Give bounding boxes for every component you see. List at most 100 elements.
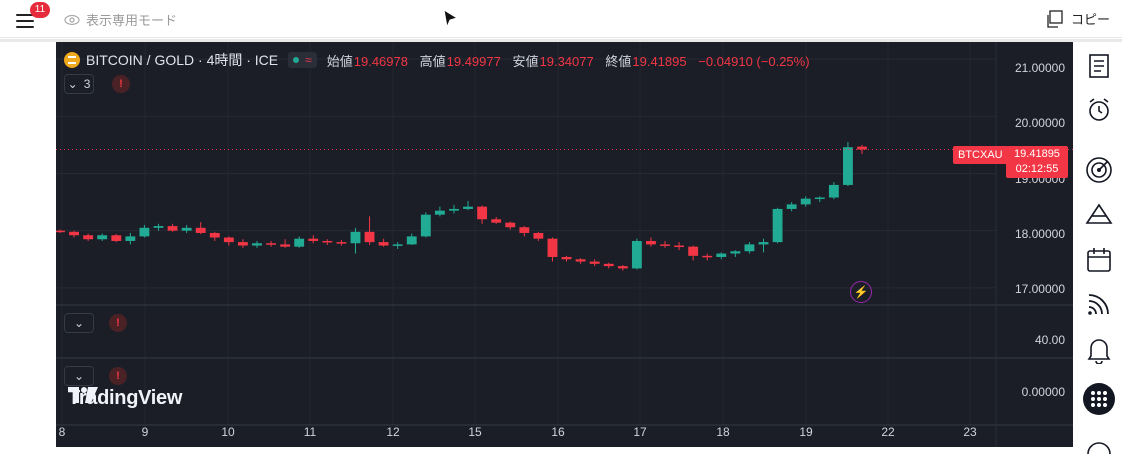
candle-body — [758, 242, 769, 245]
pane-collapse-button[interactable]: ⌄ — [64, 366, 94, 386]
watermark-text: TradingView — [68, 387, 183, 409]
low-label: 安値 — [512, 53, 539, 69]
candle-body — [688, 246, 699, 256]
candle-body — [589, 261, 600, 264]
candle-body — [364, 231, 375, 243]
candle-body — [843, 147, 853, 185]
copy-label: コピー — [1070, 12, 1110, 27]
view-mode-label: 表示専用モード — [86, 13, 178, 28]
copy-button[interactable]: コピー — [1045, 9, 1110, 28]
candle-body — [167, 226, 178, 231]
warning-icon[interactable]: ! — [109, 314, 127, 332]
candle-body — [97, 235, 108, 240]
notifications-button[interactable] — [1085, 336, 1113, 364]
broadcast-icon — [1088, 294, 1109, 315]
chart-area[interactable]: BITCOIN / GOLD · 4時間 · ICE ≈ 始値19.46978 … — [56, 42, 1073, 447]
open-label: 始値 — [326, 53, 353, 69]
market-status[interactable]: ≈ — [288, 52, 317, 68]
candle-body — [69, 231, 79, 236]
ideas-button[interactable] — [1085, 202, 1113, 230]
copy-icon — [1047, 9, 1063, 28]
candle-body — [800, 198, 811, 205]
candle-body — [660, 244, 670, 246]
view-only-mode-indicator: 表示専用モード — [64, 10, 177, 29]
chart-header: BITCOIN / GOLD · 4時間 · ICE ≈ 始値19.46978 … — [64, 50, 810, 70]
x-tick-label: 10 — [221, 425, 235, 439]
candle-body — [519, 227, 530, 233]
last-price: 19.41895 — [1014, 148, 1060, 160]
candle-body — [561, 256, 572, 260]
candle-body — [674, 245, 685, 248]
x-tick-label: 22 — [881, 425, 895, 439]
candle-body — [434, 210, 445, 215]
bell-icon — [1087, 339, 1111, 364]
candle-body — [744, 244, 755, 252]
chevron-down-icon: ⌄ — [73, 369, 85, 383]
candle-body — [266, 243, 276, 245]
lightning-icon[interactable]: ⚡ — [850, 281, 872, 303]
candle-body — [336, 242, 347, 244]
candle-body — [83, 235, 94, 240]
candle-body — [814, 197, 825, 200]
symbol-title[interactable]: BITCOIN / GOLD · 4時間 · ICE — [86, 52, 279, 68]
candle-body — [181, 227, 192, 231]
candle-body — [237, 242, 248, 246]
chevron-down-icon: ⌄ — [73, 316, 85, 330]
candle-body — [294, 238, 305, 247]
warning-icon[interactable]: ! — [112, 75, 130, 93]
divider — [0, 39, 1122, 42]
calendar-button[interactable] — [1085, 246, 1113, 274]
watchlist-icon — [1089, 54, 1109, 78]
indicators-toggle[interactable]: ⌄ 3 — [64, 74, 94, 94]
candle-body — [322, 240, 333, 243]
close-label: 終値 — [605, 53, 632, 69]
y-tick-label: 0.00000 — [1021, 385, 1065, 399]
ohlc-values: 始値19.46978 高値19.49977 安値19.34077 終値19.41… — [327, 51, 810, 70]
candle-body — [716, 253, 727, 257]
candle-body — [491, 219, 502, 223]
more-apps-button[interactable] — [1083, 383, 1115, 415]
target-icon — [1086, 157, 1112, 183]
x-tick-label: 16 — [551, 425, 565, 439]
alarm-clock-icon — [1089, 98, 1109, 121]
y-tick-label: 20.00000 — [1014, 116, 1065, 130]
watchlist-button[interactable] — [1085, 52, 1113, 80]
candle-body — [308, 238, 319, 241]
indicator-count: 3 — [83, 77, 91, 91]
candle-body — [828, 184, 839, 198]
alerts-button[interactable] — [1085, 96, 1113, 124]
low-value: 19.34077 — [539, 53, 594, 69]
candle-body — [617, 266, 628, 269]
candle-body — [195, 227, 206, 233]
warning-icon[interactable]: ! — [109, 367, 127, 385]
layers-icon — [1085, 203, 1113, 224]
candle-body — [547, 238, 558, 257]
candle-body — [449, 208, 459, 211]
candle-body — [350, 231, 361, 244]
grid-dots-icon — [1091, 391, 1107, 407]
candle-body — [730, 251, 741, 254]
x-tick-label: 15 — [468, 425, 482, 439]
candle-body — [56, 230, 65, 233]
market-open-icon — [293, 57, 300, 63]
candlestick-chart[interactable] — [56, 42, 1073, 447]
calendar-icon — [1087, 248, 1111, 272]
pane-collapse-button[interactable]: ⌄ — [64, 313, 94, 333]
help-button[interactable] — [1085, 434, 1113, 462]
candle-body — [406, 236, 417, 245]
hotlists-button[interactable] — [1085, 156, 1113, 184]
news-button[interactable] — [1085, 290, 1113, 318]
help-icon — [1087, 442, 1111, 455]
candle-body — [646, 240, 656, 245]
x-tick-label: 23 — [963, 425, 977, 439]
menu-icon — [16, 14, 34, 16]
last-price-tag: 19.41895 02:12:55 — [1006, 146, 1068, 178]
high-label: 高値 — [419, 53, 446, 69]
menu-button[interactable] — [14, 8, 40, 30]
candle-body — [857, 146, 867, 150]
menu-icon-bar — [16, 26, 34, 28]
candle-body — [772, 208, 783, 243]
tradingview-logo[interactable]: TradingView — [68, 387, 182, 410]
change-value: −0.04910 (−0.25%) — [698, 53, 810, 69]
top-bar: 11 表示専用モード コピー — [0, 0, 1122, 38]
